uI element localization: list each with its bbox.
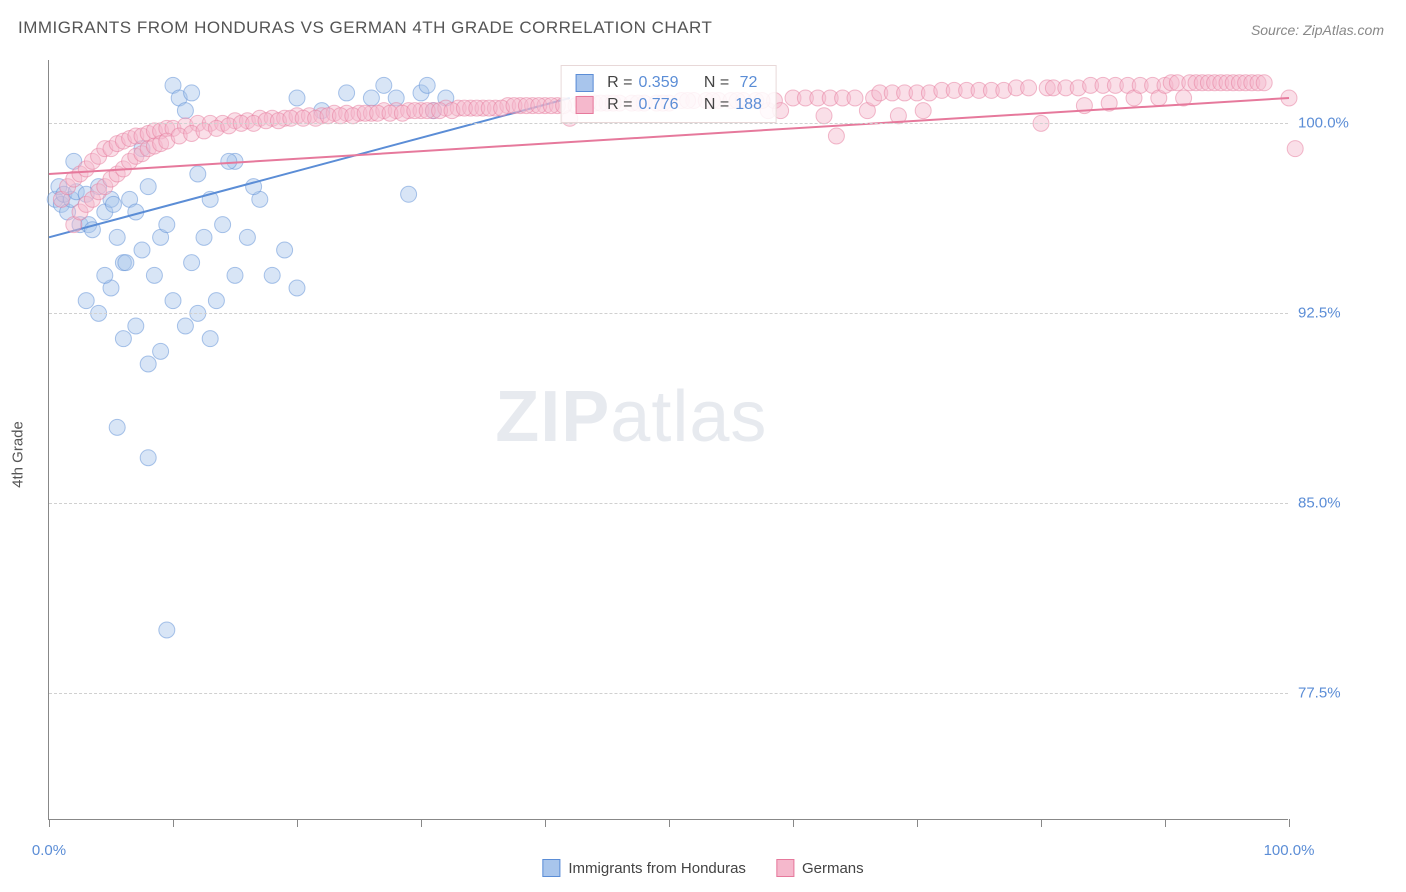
stats-n-value: 188 [735, 96, 762, 114]
legend-bottom: Immigrants from Honduras Germans [542, 859, 863, 877]
data-point [289, 90, 305, 106]
plot-area: ZIPatlas R = 0.359 N = 72R = 0.776 N = 1… [48, 60, 1288, 820]
data-point [202, 331, 218, 347]
data-point [339, 85, 355, 101]
legend-item: Germans [776, 859, 864, 877]
x-tick [1165, 819, 1166, 827]
data-point [264, 267, 280, 283]
x-tick [545, 819, 546, 827]
stats-swatch [575, 74, 593, 92]
data-point [1256, 75, 1272, 91]
data-point [401, 186, 417, 202]
data-point [847, 90, 863, 106]
x-tick [1289, 819, 1290, 827]
data-point [208, 293, 224, 309]
stats-row: R = 0.776 N = 188 [575, 94, 762, 116]
gridline-h [49, 123, 1288, 124]
data-point [419, 77, 435, 93]
data-point [828, 128, 844, 144]
data-point [140, 179, 156, 195]
data-point [118, 255, 134, 271]
x-tick-label: 0.0% [32, 842, 66, 859]
data-point [78, 293, 94, 309]
gridline-h [49, 693, 1288, 694]
gridline-h [49, 503, 1288, 504]
data-point [239, 229, 255, 245]
stats-swatch [575, 96, 593, 114]
data-point [115, 331, 131, 347]
x-tick [173, 819, 174, 827]
data-point [153, 343, 169, 359]
data-point [165, 293, 181, 309]
stats-r-label: R = [607, 74, 632, 92]
x-tick [49, 819, 50, 827]
source-label: Source: ZipAtlas.com [1251, 22, 1384, 38]
data-point [363, 90, 379, 106]
data-point [105, 196, 121, 212]
data-point [215, 217, 231, 233]
stats-box: R = 0.359 N = 72R = 0.776 N = 188 [560, 65, 777, 123]
data-point [221, 153, 237, 169]
stats-r-label: R = [607, 96, 632, 114]
data-point [97, 267, 113, 283]
x-tick [297, 819, 298, 827]
stats-r-value: 0.359 [638, 74, 678, 92]
legend-label: Immigrants from Honduras [568, 860, 746, 877]
stats-n-label: N = [704, 74, 729, 92]
data-point [128, 318, 144, 334]
legend-item: Immigrants from Honduras [542, 859, 746, 877]
stats-row: R = 0.359 N = 72 [575, 72, 762, 94]
x-tick [1041, 819, 1042, 827]
data-point [184, 85, 200, 101]
stats-n-label: N = [704, 96, 729, 114]
chart-container: IMMIGRANTS FROM HONDURAS VS GERMAN 4TH G… [0, 0, 1406, 892]
x-tick [669, 819, 670, 827]
data-point [196, 229, 212, 245]
y-tick-label: 92.5% [1298, 305, 1368, 322]
data-point [816, 108, 832, 124]
data-point [109, 419, 125, 435]
legend-label: Germans [802, 860, 864, 877]
data-point [109, 229, 125, 245]
x-tick-label: 100.0% [1264, 842, 1315, 859]
data-point [159, 622, 175, 638]
data-point [190, 166, 206, 182]
x-tick [793, 819, 794, 827]
data-point [915, 103, 931, 119]
chart-title: IMMIGRANTS FROM HONDURAS VS GERMAN 4TH G… [18, 18, 712, 38]
data-point [134, 242, 150, 258]
data-point [1021, 80, 1037, 96]
data-point [177, 103, 193, 119]
data-point [184, 255, 200, 271]
x-tick [917, 819, 918, 827]
y-axis-label: 4th Grade [10, 421, 27, 488]
data-point [376, 77, 392, 93]
data-point [159, 217, 175, 233]
data-point [146, 267, 162, 283]
x-tick [421, 819, 422, 827]
data-point [227, 267, 243, 283]
data-point [177, 318, 193, 334]
stats-n-value: 72 [735, 74, 757, 92]
data-point [140, 356, 156, 372]
y-tick-label: 85.0% [1298, 495, 1368, 512]
plot-svg [49, 60, 1288, 819]
legend-swatch [776, 859, 794, 877]
data-point [289, 280, 305, 296]
legend-swatch [542, 859, 560, 877]
y-tick-label: 100.0% [1298, 115, 1368, 132]
data-point [277, 242, 293, 258]
data-point [140, 450, 156, 466]
gridline-h [49, 313, 1288, 314]
y-tick-label: 77.5% [1298, 685, 1368, 702]
stats-r-value: 0.776 [638, 96, 678, 114]
data-point [1287, 141, 1303, 157]
